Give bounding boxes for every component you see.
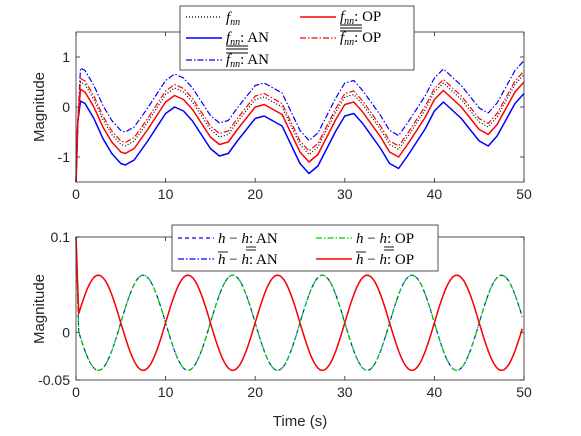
- top-legend-label-fupper-an: fnn: AN: [226, 52, 269, 70]
- series-line-f_nn: [75, 74, 525, 183]
- series-line-f_lower_OP: [75, 81, 525, 183]
- top-ticks: 0 10 20 30 40 50 -1 0 1: [58, 32, 532, 202]
- bottom-legend-label-4: h − h: OP: [356, 252, 414, 268]
- top-legend-label-flower-op: fnn: OP: [340, 9, 381, 27]
- bottom-legend-box: [171, 224, 439, 272]
- top-axes: Magnitude 0 10 20 30 40 50 -1 0 1 fnn fnn: AN: [31, 5, 532, 202]
- series-line-hupper_minus_h_OP: [75, 236, 523, 372]
- top-series-lines: [75, 60, 525, 183]
- x-tick-label: 50: [516, 186, 532, 202]
- bottom-x-axis-label: Time (s): [273, 413, 327, 430]
- x-tick-label: 20: [247, 384, 263, 400]
- bottom-legend-entry-hupper-minus-h-an: h − h: AN: [178, 251, 278, 268]
- bottom-series-lines: [75, 236, 523, 372]
- x-tick-label: 10: [158, 186, 174, 202]
- bottom-legend-label-3: h − h: OP: [356, 231, 414, 247]
- x-tick-label: 40: [427, 186, 443, 202]
- x-tick-label: 30: [337, 384, 353, 400]
- top-legend: fnn fnn: AN fnn: AN fnn: OP: [179, 5, 415, 71]
- top-legend-entry-fupper-an: fnn: AN: [186, 52, 269, 70]
- bottom-legend-entry-hminus-hlower-an: h − h: AN: [178, 231, 278, 251]
- y-tick-label: 0: [62, 99, 70, 115]
- y-tick-label: -1: [58, 149, 71, 165]
- top-legend-label-fnn: fnn: [226, 10, 240, 28]
- y-tick-label: 1: [62, 49, 70, 65]
- x-tick-label: 50: [516, 384, 532, 400]
- bottom-legend-label-2: h − h: AN: [218, 252, 278, 268]
- bottom-y-axis-label: Magnitude: [31, 274, 48, 344]
- top-legend-label-fupper-op: fnn: OP: [340, 30, 381, 48]
- bottom-axes: Magnitude Time (s) 0 10 20 30 40 50-0.0500.1 …: [31, 224, 532, 430]
- bottom-legend-label-1: h − h: AN: [218, 231, 278, 247]
- bottom-legend-entry-hminus-hlower-op: h − h: OP: [316, 231, 414, 251]
- series-line-f_upper_OP: [75, 70, 525, 183]
- top-legend-entry-flower-op: fnn: OP: [300, 9, 381, 29]
- bottom-legend: h − h: AN h − h: AN h − h: OP: [171, 224, 439, 272]
- series-line-f_upper_AN: [75, 60, 525, 183]
- series-line-h_minus_hlower_OP: [75, 236, 523, 372]
- y-tick-label: 0.1: [51, 229, 71, 245]
- x-tick-label: 30: [337, 186, 353, 202]
- top-legend-entry-fnn: fnn: [186, 10, 240, 28]
- x-tick-label: 40: [427, 384, 443, 400]
- x-tick-label: 10: [158, 384, 174, 400]
- bottom-legend-entry-hupper-minus-h-op: h − h: OP: [316, 251, 414, 268]
- y-tick-label: -0.05: [38, 372, 70, 388]
- series-line-f_lower_AN: [75, 92, 525, 183]
- top-legend-label-flower-an: fnn: AN: [226, 30, 269, 48]
- x-tick-label: 0: [72, 186, 80, 202]
- top-legend-entry-fupper-op: fnn: OP: [300, 30, 381, 48]
- top-y-axis-label: Magnitude: [31, 72, 48, 142]
- y-tick-label: 0: [62, 324, 70, 340]
- top-legend-entry-flower-an: fnn: AN: [186, 30, 269, 50]
- x-tick-label: 20: [247, 186, 263, 202]
- x-tick-label: 0: [72, 384, 80, 400]
